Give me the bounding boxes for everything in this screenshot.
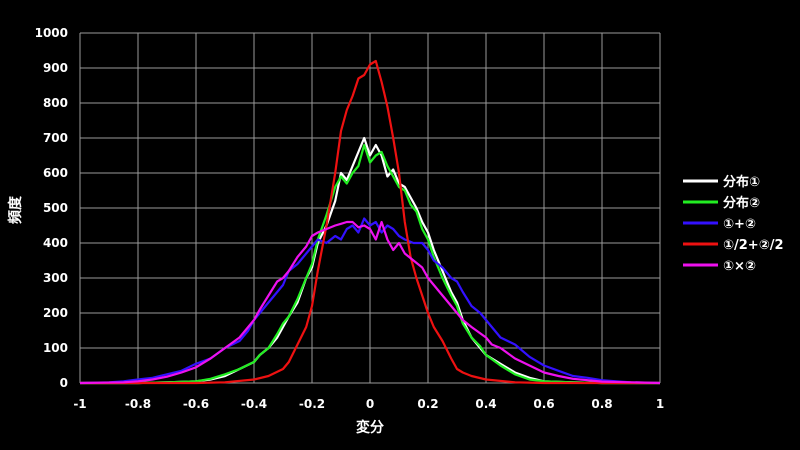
legend-label-2: 分布② — [723, 195, 760, 211]
y-tick-label: 200 — [43, 306, 68, 320]
series-line-3 — [79, 217, 661, 385]
legend-label-3: ①+② — [723, 217, 756, 232]
x-tick-label: -0.4 — [241, 397, 267, 411]
x-axis-ticks: -1 -0.8 -0.6 -0.4 -0.2 0 0.2 0.4 0.6 0.8 1 — [73, 397, 664, 411]
x-tick-label: -0.8 — [125, 397, 151, 411]
x-tick-label: -0.2 — [299, 397, 325, 411]
y-tick-label: 500 — [43, 201, 68, 215]
y-axis-ticks: 0 100 200 300 400 500 600 700 800 900 1000 — [35, 26, 68, 390]
legend-label-1: 分布① — [723, 174, 760, 190]
x-axis-title: 変分 — [356, 419, 384, 436]
y-tick-label: 800 — [43, 96, 68, 110]
y-tick-label: 700 — [43, 131, 68, 145]
x-tick-label: 0.8 — [591, 397, 612, 411]
x-tick-label: 1 — [656, 397, 664, 411]
y-tick-label: 900 — [43, 61, 68, 75]
y-tick-label: 0 — [60, 376, 68, 390]
y-tick-label: 300 — [43, 271, 68, 285]
series-lines — [79, 59, 661, 385]
x-tick-label: 0.4 — [475, 397, 496, 411]
grid — [79, 32, 661, 384]
y-tick-label: 1000 — [35, 26, 68, 40]
y-tick-label: 600 — [43, 166, 68, 180]
legend: 分布① 分布② ①+② ①/2+②/2 ①×② — [683, 174, 784, 274]
x-tick-label: -1 — [73, 397, 86, 411]
series-line-4 — [80, 59, 660, 385]
x-tick-label: 0.2 — [417, 397, 438, 411]
legend-label-4: ①/2+②/2 — [723, 238, 784, 253]
x-tick-label: 0.6 — [533, 397, 554, 411]
x-tick-label: 0 — [366, 397, 374, 411]
y-tick-label: 100 — [43, 341, 68, 355]
legend-label-5: ①×② — [723, 259, 756, 274]
y-tick-label: 400 — [43, 236, 68, 250]
x-tick-label: -0.6 — [183, 397, 209, 411]
series-line-2 — [80, 143, 660, 385]
series-line-5 — [79, 220, 661, 385]
y-axis-title: 頻度 — [7, 195, 24, 224]
